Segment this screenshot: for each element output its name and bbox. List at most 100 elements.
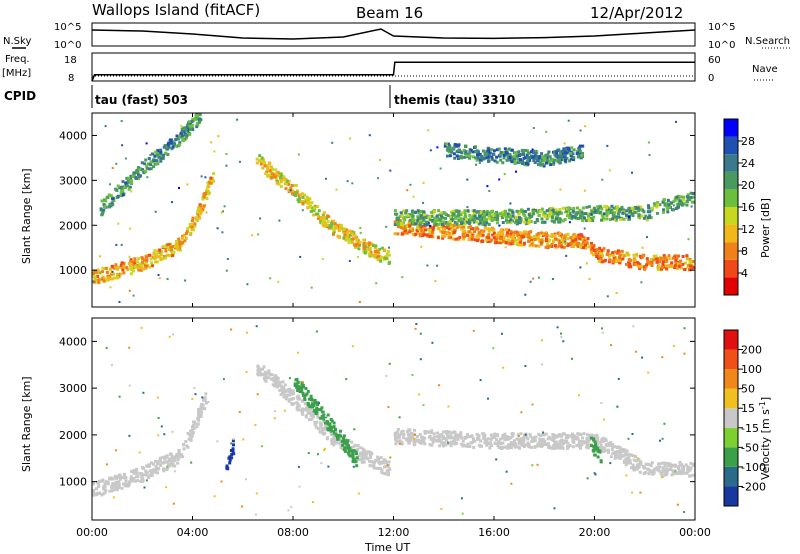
power-data-point [182, 233, 186, 237]
power-data-point [259, 160, 263, 163]
power-data-point [545, 209, 549, 213]
velocity-data-point [340, 436, 344, 440]
power-data-point [188, 124, 192, 128]
power-data-point [275, 181, 279, 185]
velocity-data-point [393, 433, 397, 437]
velocity-data-point [571, 445, 575, 449]
velocity-data-point [101, 479, 105, 483]
power-data-point [538, 239, 542, 243]
velocity-noise-point [172, 333, 174, 336]
power-data-point [170, 251, 174, 255]
velocity-data-point [103, 482, 107, 486]
power-data-point [112, 276, 116, 280]
power-data-point [114, 265, 118, 269]
power-noise-point [200, 175, 203, 178]
velocity-data-point [520, 437, 524, 441]
power-data-point [347, 235, 351, 239]
power-data-point [348, 238, 352, 242]
power-data-point [643, 267, 647, 271]
velocity-data-point [461, 444, 465, 448]
velocity-data-point [132, 469, 136, 472]
power-data-point [467, 234, 471, 238]
power-data-point [547, 214, 551, 218]
velocity-data-point [343, 446, 347, 450]
velocity-data-point [660, 474, 664, 478]
velocity-data-point [164, 455, 168, 459]
x-tick-label: 00:00 [679, 526, 711, 539]
power-data-point [482, 221, 486, 225]
power-data-point [498, 240, 502, 244]
velocity-data-point [446, 434, 450, 438]
velocity-data-point [311, 405, 315, 409]
power-data-point [478, 152, 482, 156]
velocity-data-point [501, 435, 505, 438]
velocity-data-point [108, 489, 112, 493]
power-noise-point [606, 295, 609, 298]
power-data-point [656, 201, 660, 205]
velocity-noise-point [639, 491, 642, 494]
velocity-data-point [401, 429, 405, 433]
power-data-point [411, 228, 415, 232]
power-data-point [419, 223, 423, 227]
velocity-data-point [511, 434, 515, 438]
velocity-data-point [428, 430, 431, 434]
power-data-points [92, 113, 695, 303]
power-data-point [169, 138, 173, 142]
velocity-data-point [482, 435, 486, 439]
power-data-point [411, 218, 415, 222]
power-data-point [264, 172, 268, 176]
power-data-point [560, 158, 564, 162]
velocity-data-point [196, 414, 200, 418]
velocity-noise-point [230, 442, 233, 445]
velocity-data-point [509, 444, 513, 447]
power-data-point [185, 229, 189, 233]
power-data-point [578, 148, 582, 151]
power-data-point [509, 230, 513, 234]
power-data-point [673, 264, 677, 268]
power-data-point [102, 279, 106, 283]
velocity-data-point [585, 440, 589, 443]
velocity-data-point [100, 493, 104, 497]
velocity-data-point [636, 467, 639, 471]
power-data-point [144, 170, 148, 174]
velocity-data-point [513, 445, 517, 449]
power-data-point [612, 206, 616, 210]
velocity-data-point [566, 447, 570, 450]
velocity-data-point [463, 436, 467, 440]
power-data-point [467, 238, 471, 242]
nave-tick-top: 60 [708, 55, 721, 66]
velocity-data-point [396, 436, 400, 440]
power-data-point [323, 224, 327, 228]
power-data-point [97, 271, 101, 275]
velocity-noise-point [492, 347, 495, 350]
velocity-data-point [117, 484, 121, 488]
velocity-data-point [278, 381, 282, 385]
velocity-data-point [651, 472, 655, 476]
power-data-point [332, 230, 336, 234]
power-data-point [328, 224, 332, 228]
power-data-point [340, 224, 343, 228]
velocity-data-point [300, 399, 304, 403]
power-data-point [436, 236, 440, 240]
velocity-data-point [342, 436, 345, 440]
power-data-point [140, 255, 144, 259]
power-data-point [520, 243, 524, 247]
velocity-noise-point [647, 371, 650, 374]
velocity-noise-point [659, 439, 661, 442]
velocity-data-point [322, 413, 326, 417]
velocity-data-point [301, 391, 305, 395]
velocity-data-point [376, 460, 380, 463]
power-data-point [303, 193, 306, 197]
power-data-point [662, 198, 666, 202]
power-data-point [344, 238, 348, 242]
power-data-point [523, 230, 527, 234]
power-data-point [407, 222, 411, 226]
power-data-point [144, 158, 148, 162]
power-data-point [582, 216, 586, 220]
velocity-colorbar-tick: -200 [741, 480, 766, 493]
power-data-point [509, 218, 513, 222]
power-data-point [550, 219, 554, 223]
power-data-point [274, 175, 278, 179]
velocity-data-point [662, 468, 665, 472]
power-data-point [363, 244, 367, 248]
